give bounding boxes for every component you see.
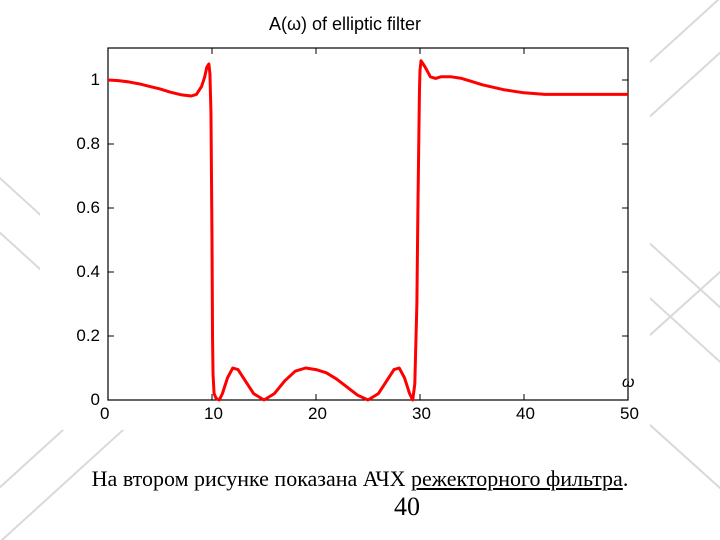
caption-link[interactable]: режекторного фильтра [411, 466, 623, 491]
x-tick-label: 50 [620, 404, 639, 424]
y-tick-label: 0.8 [60, 134, 100, 154]
x-tick-label: 0 [100, 404, 109, 424]
caption-prefix: На втором рисунке показана АЧХ [92, 466, 411, 491]
y-tick-label: 0.4 [60, 262, 100, 282]
slide: A(ω) of elliptic filter 0102030405000.20… [0, 0, 720, 540]
chart-container: A(ω) of elliptic filter 0102030405000.20… [40, 10, 650, 430]
caption-text: На втором рисунке показана АЧХ режекторн… [0, 466, 720, 492]
page-number: 40 [394, 492, 420, 522]
y-tick-label: 0.2 [60, 326, 100, 346]
y-tick-label: 1 [60, 70, 100, 90]
y-tick-label: 0.6 [60, 198, 100, 218]
x-tick-label: 30 [412, 404, 431, 424]
x-axis-label: ω [622, 374, 634, 392]
x-tick-label: 10 [204, 404, 223, 424]
chart-plot [40, 10, 658, 430]
x-tick-label: 20 [308, 404, 327, 424]
caption-suffix: . [623, 466, 629, 491]
y-tick-label: 0 [60, 390, 100, 410]
x-tick-label: 40 [516, 404, 535, 424]
